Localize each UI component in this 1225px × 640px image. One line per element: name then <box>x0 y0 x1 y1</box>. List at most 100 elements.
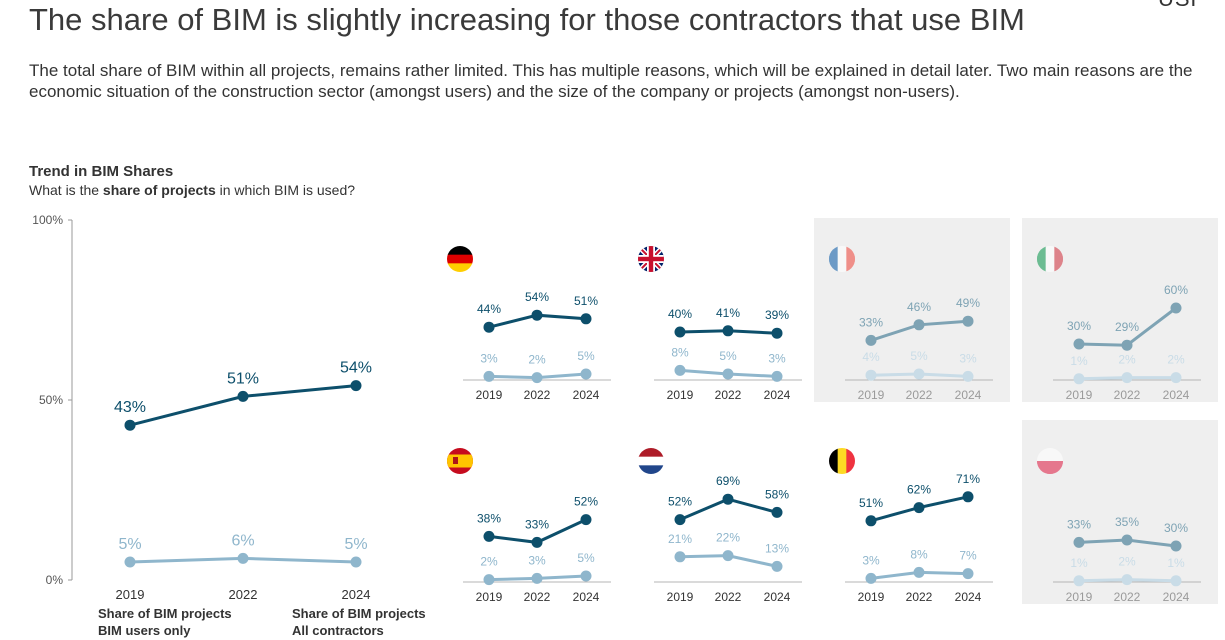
poland-flag-icon <box>1037 448 1063 474</box>
data-point <box>1121 372 1133 384</box>
data-label: 52% <box>668 495 692 509</box>
data-label: 8% <box>671 345 689 359</box>
x-tick-label: 2022 <box>715 388 742 402</box>
data-label: 21% <box>668 532 692 546</box>
data-label: 29% <box>1115 320 1139 334</box>
data-point <box>722 493 734 505</box>
x-tick-label: 2019 <box>667 388 694 402</box>
data-point <box>124 419 136 431</box>
data-label: 2% <box>528 353 546 367</box>
data-point <box>674 326 686 338</box>
x-tick-label: 2019 <box>476 590 503 604</box>
data-point <box>483 321 495 333</box>
country-panel: 2019 2022 2024 51% 62% 71% 3% 8% 7% <box>814 420 1010 604</box>
x-tick-label: 2024 <box>342 587 371 600</box>
x-tick-label: 2022 <box>906 388 933 402</box>
x-tick-label: 2024 <box>573 590 600 604</box>
data-point <box>771 506 783 518</box>
data-point <box>1170 540 1182 552</box>
y-tick-label: 100% <box>32 213 63 227</box>
data-label: 30% <box>1067 319 1091 333</box>
data-label: 4% <box>862 350 880 364</box>
data-label: 60% <box>1164 283 1188 297</box>
data-point <box>1073 536 1085 548</box>
country-panel: 2019 2022 2024 30% 29% 60% 1% 2% 2% <box>1022 218 1218 402</box>
data-point <box>913 502 925 514</box>
france-flag-icon <box>829 246 855 272</box>
data-point <box>962 370 974 382</box>
uk-flag-icon <box>638 246 664 272</box>
data-label: 7% <box>959 549 977 563</box>
data-label: 3% <box>959 351 977 365</box>
data-point <box>350 380 362 392</box>
data-label: 3% <box>862 553 880 567</box>
country-chart: 2019 2022 2024 51% 62% 71% 3% 8% 7% <box>829 448 993 604</box>
data-label: 51% <box>574 294 598 308</box>
country-chart: 2019 2022 2024 33% 46% 49% 4% 5% 3% <box>829 246 993 402</box>
data-label: 6% <box>231 532 254 549</box>
country-panel: 2019 2022 2024 38% 33% 52% 2% 3% 5% <box>432 420 628 604</box>
data-label: 2% <box>480 555 498 569</box>
question-prefix: What is the <box>29 182 103 198</box>
data-point <box>962 568 974 580</box>
x-tick-label: 2019 <box>1066 388 1093 402</box>
data-label: 5% <box>118 536 141 553</box>
y-tick-label: 0% <box>46 573 64 587</box>
data-point <box>580 570 592 582</box>
data-point <box>531 572 543 584</box>
belgium-flag-icon <box>829 448 855 474</box>
legend-users-line1: Share of BIM projects <box>98 606 232 621</box>
data-label: 58% <box>765 487 789 501</box>
data-label: 52% <box>574 495 598 509</box>
data-point <box>1170 302 1182 314</box>
country-chart: 2019 2022 2024 44% 54% 51% 3% 2% 5% <box>447 246 611 402</box>
data-label: 71% <box>956 472 980 486</box>
country-chart: 2019 2022 2024 38% 33% 52% 2% 3% 5% <box>447 448 611 604</box>
data-label: 41% <box>716 306 740 320</box>
data-point <box>1073 373 1085 385</box>
data-label: 13% <box>765 541 789 555</box>
data-point <box>483 574 495 586</box>
data-point <box>722 325 734 337</box>
data-label: 30% <box>1164 521 1188 535</box>
data-point <box>237 552 249 564</box>
spain-flag-icon <box>447 448 473 474</box>
legend-all-line2: All contractors <box>292 623 384 638</box>
data-point <box>771 560 783 572</box>
data-label: 22% <box>716 531 740 545</box>
legend-users: Share of BIM projects BIM users only <box>98 605 232 639</box>
data-label: 2% <box>1167 353 1185 367</box>
country-panel: 2019 2022 2024 44% 54% 51% 3% 2% 5% <box>432 218 628 402</box>
data-point <box>771 327 783 339</box>
data-label: 69% <box>716 474 740 488</box>
country-chart: 2019 2022 2024 52% 69% 58% 21% 22% 13% <box>638 448 802 604</box>
question-bold: share of projects <box>102 182 216 198</box>
data-point <box>531 372 543 384</box>
chart-heading: Trend in BIM Shares <box>29 163 174 180</box>
data-label: 49% <box>956 296 980 310</box>
data-label: 1% <box>1167 556 1185 570</box>
x-tick-label: 2024 <box>955 590 982 604</box>
data-label: 38% <box>477 511 501 525</box>
x-tick-label: 2022 <box>906 590 933 604</box>
legend-all-line1: Share of BIM projects <box>292 606 426 621</box>
x-tick-label: 2022 <box>1114 590 1141 604</box>
data-label: 1% <box>1070 354 1088 368</box>
data-point <box>865 515 877 527</box>
data-point <box>865 334 877 346</box>
question-suffix: in which BIM is used? <box>215 182 356 198</box>
data-label: 33% <box>1067 517 1091 531</box>
data-label: 1% <box>1070 556 1088 570</box>
data-point <box>1073 338 1085 350</box>
data-point <box>771 370 783 382</box>
data-label: 3% <box>768 351 786 365</box>
chart-question: What is the share of projects in which B… <box>29 182 355 198</box>
data-point <box>674 514 686 526</box>
data-point <box>350 556 362 568</box>
x-tick-label: 2024 <box>1163 590 1190 604</box>
data-point <box>865 572 877 584</box>
page-title: The share of BIM is slightly increasing … <box>29 2 1025 37</box>
country-chart: 2019 2022 2024 33% 35% 30% 1% 2% 1% <box>1037 448 1201 604</box>
data-label: 5% <box>910 349 928 363</box>
data-label: 46% <box>907 300 931 314</box>
